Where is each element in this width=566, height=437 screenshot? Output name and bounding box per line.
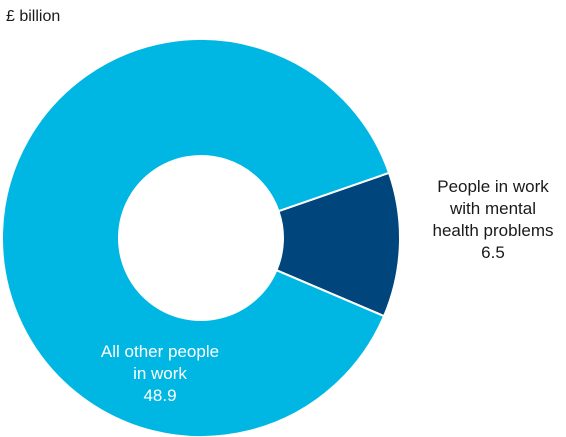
slice-label-line: health problems (432, 221, 554, 240)
slice-label-line: All other people (100, 342, 220, 361)
slice-label-line: with mental (450, 199, 536, 218)
donut-slices (1, 38, 401, 437)
slice-value-label: 48.9 (143, 386, 177, 405)
slice-label-mental-health: People in work with mental health proble… (418, 176, 566, 264)
slice-label-all-other: All other people in work 48.9 (70, 341, 250, 407)
slice-label-line: People in work (437, 177, 549, 196)
slice-value-label: 6.5 (481, 243, 505, 262)
slice-all-other (1, 38, 391, 437)
unit-label: £ billion (6, 8, 61, 25)
slice-label-line: in work (133, 364, 187, 383)
